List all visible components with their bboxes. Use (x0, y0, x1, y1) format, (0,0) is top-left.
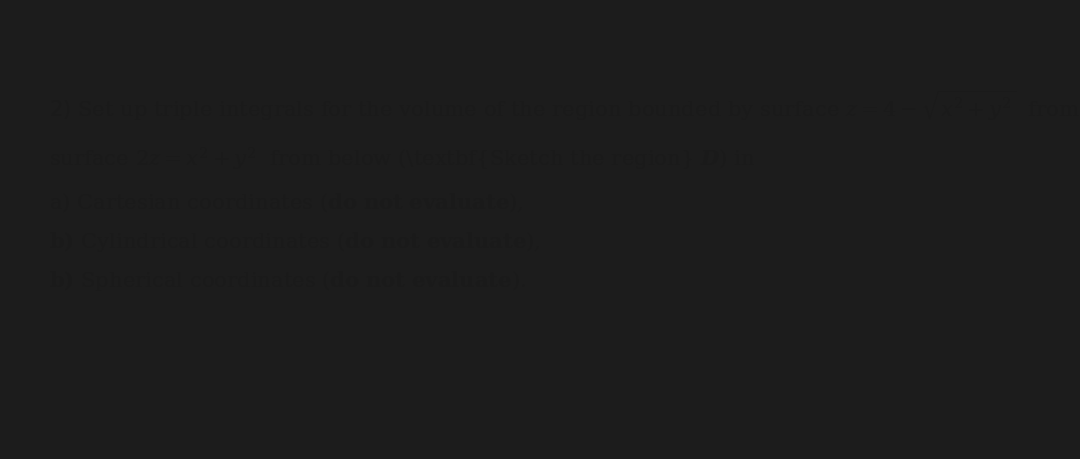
Text: $\bf{b)}$ Spherical coordinates ($\bf{do\ not\ evaluate}$).: $\bf{b)}$ Spherical coordinates ($\bf{do… (49, 269, 526, 292)
Text: a) Cartesian coordinates ($\bf{do\ not\ evaluate}$),: a) Cartesian coordinates ($\bf{do\ not\ … (49, 191, 523, 213)
Text: $\mathsf{2)}$ Set up triple integrals for the volume of the region bounded by su: $\mathsf{2)}$ Set up triple integrals fo… (49, 88, 1080, 123)
Text: $\bf{b)}$ Cylindrical coordinates ($\bf{do\ not\ evaluate}$),: $\bf{b)}$ Cylindrical coordinates ($\bf{… (49, 229, 540, 253)
Text: surface $2z = x^2 + y^2$  from below (\textbf{Sketch the region} $\boldsymbol{D}: surface $2z = x^2 + y^2$ from below (\te… (49, 145, 755, 172)
